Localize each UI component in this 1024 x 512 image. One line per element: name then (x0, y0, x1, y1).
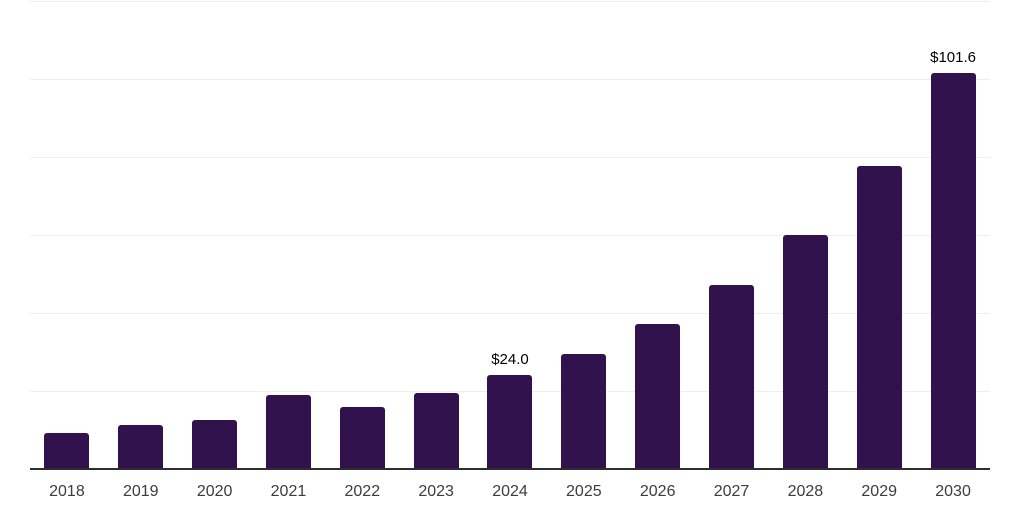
bar-2029 (856, 165, 902, 469)
bar-value-label-2024: $24.0 (491, 351, 529, 369)
bar-2024 (487, 375, 533, 469)
bar-slot-2028 (768, 1, 842, 469)
bar-slot-2022 (325, 1, 399, 469)
x-axis-labels: 2018 2019 2020 2021 2022 2023 2024 2025 2026 2027… (30, 483, 990, 501)
bar-slot-2026 (621, 1, 695, 469)
bar-2026 (635, 323, 681, 469)
gridline-100 (30, 78, 990, 80)
bar-2027 (709, 284, 755, 469)
x-tick-label-2024: 2024 (492, 483, 528, 500)
x-tick-label-2030: 2030 (935, 483, 971, 500)
bar-slot-2023 (399, 1, 473, 469)
bar-slot-2019 (104, 1, 178, 469)
bar-2022 (339, 407, 385, 469)
plot-area: $24.0 $101.6 (30, 1, 990, 470)
gridline-60 (30, 235, 990, 236)
x-tick-label-2025: 2025 (566, 483, 602, 500)
x-tick-label-2028: 2028 (787, 483, 824, 500)
gridline-80 (30, 156, 990, 158)
bar-2030 (930, 72, 976, 469)
bar-2021 (265, 394, 311, 469)
x-tick-label-2022: 2022 (344, 483, 381, 500)
bar-slot-2027 (695, 1, 769, 469)
bar-slot-2024: $24.0 (473, 1, 547, 469)
gridline-40 (30, 312, 990, 314)
bar-2019 (118, 424, 164, 469)
x-axis-line (30, 468, 990, 470)
bar-2018 (44, 433, 90, 469)
bar-2025 (561, 353, 607, 469)
x-tick-label-2020: 2020 (196, 483, 233, 500)
x-tick-label-2029: 2029 (861, 483, 897, 500)
bar-2023 (413, 393, 459, 469)
gridline-120 (30, 1, 990, 2)
x-tick-label-2019: 2019 (122, 483, 159, 500)
bar-slot-2030: $101.6 (916, 1, 990, 469)
x-tick-label-2027: 2027 (713, 483, 750, 500)
x-tick-label-2018: 2018 (49, 483, 85, 500)
bars-row: $24.0 $101.6 (30, 1, 990, 469)
bar-slot-2020 (178, 1, 252, 469)
bar-2020 (192, 420, 238, 469)
x-tick-label-2023: 2023 (418, 483, 454, 500)
x-tick-label-2026: 2026 (639, 483, 676, 500)
bar-slot-2021 (252, 1, 326, 469)
bar-2028 (782, 235, 828, 469)
bar-value-label-2030: $101.6 (930, 48, 976, 66)
bar-slot-2025 (547, 1, 621, 469)
bar-slot-2029 (842, 1, 916, 469)
x-tick-label-2021: 2021 (270, 483, 307, 500)
bar-slot-2018 (30, 1, 104, 469)
